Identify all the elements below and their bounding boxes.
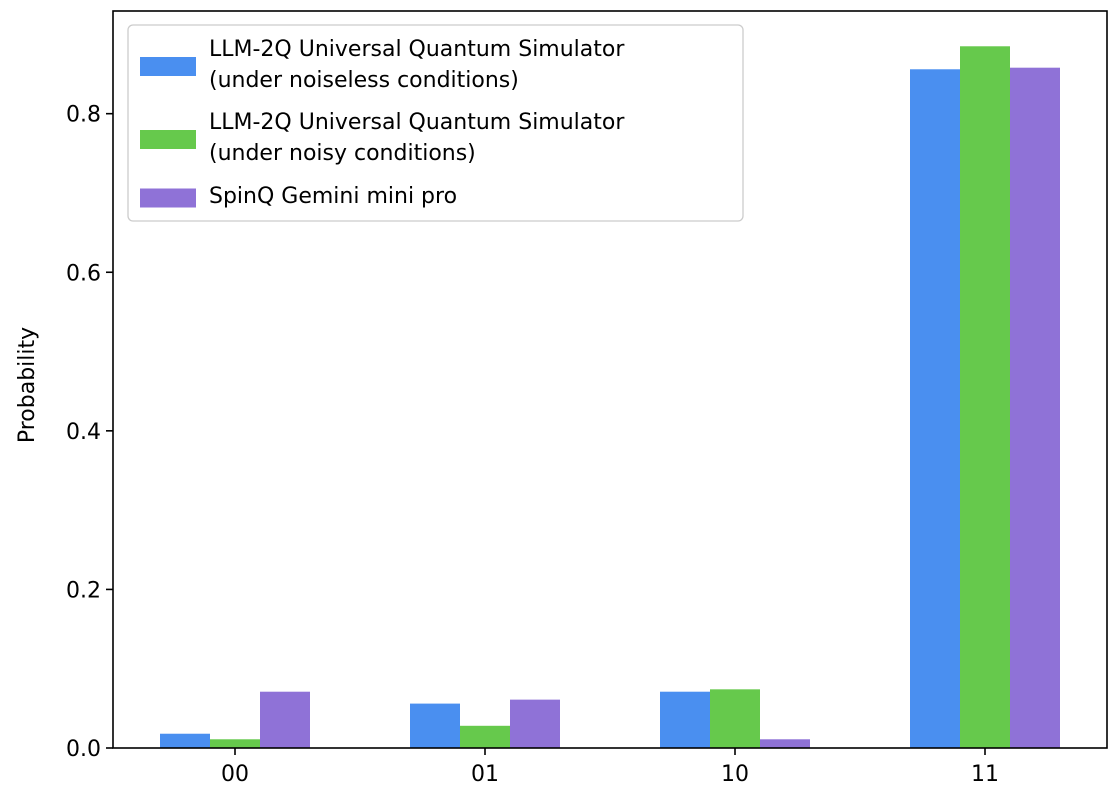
legend-swatch-series-1 bbox=[140, 57, 196, 76]
y-axis-label: Probability bbox=[15, 327, 40, 443]
bar-11-series-2 bbox=[960, 46, 1010, 749]
bar-01-series-1 bbox=[410, 703, 460, 748]
legend-label-series-2: LLM-2Q Universal Quantum Simulator (under… bbox=[209, 110, 625, 166]
legend-label-series-3: SpinQ Gemini mini pro bbox=[209, 184, 457, 209]
bar-10-series-3 bbox=[760, 739, 810, 748]
x-tick-label: 00 bbox=[221, 762, 249, 787]
ticks-layer: 0.0 0.2 0.4 0.6 0.8 00 01 10 11 bbox=[66, 103, 999, 787]
bar-00-series-1 bbox=[160, 733, 210, 748]
legend-swatch-series-3 bbox=[140, 188, 196, 208]
bar-11-series-1 bbox=[910, 69, 960, 749]
y-tick-label: 0.6 bbox=[66, 261, 101, 286]
x-tick-label: 11 bbox=[971, 762, 999, 787]
bar-11-series-3 bbox=[1010, 67, 1060, 748]
bar-00-series-2 bbox=[210, 739, 260, 748]
bars-layer bbox=[160, 46, 1060, 749]
legend: LLM-2Q Universal Quantum Simulator (under… bbox=[127, 24, 744, 222]
legend-label-series-1: LLM-2Q Universal Quantum Simulator (under… bbox=[209, 37, 625, 93]
bar-00-series-3 bbox=[260, 691, 310, 748]
y-tick-label: 0.8 bbox=[66, 103, 101, 128]
bar-10-series-1 bbox=[660, 691, 710, 748]
y-tick-label: 0.4 bbox=[66, 420, 101, 445]
bar-01-series-2 bbox=[460, 725, 510, 748]
y-tick-label: 0.0 bbox=[66, 737, 101, 762]
y-tick-label: 0.2 bbox=[66, 578, 101, 603]
x-tick-label: 10 bbox=[721, 762, 749, 787]
legend-box bbox=[127, 24, 744, 222]
plot-frame bbox=[112, 10, 1108, 749]
bar-01-series-3 bbox=[510, 699, 560, 748]
legend-swatch-series-2 bbox=[140, 130, 196, 149]
bar-10-series-2 bbox=[710, 689, 760, 748]
x-tick-label: 01 bbox=[471, 762, 499, 787]
